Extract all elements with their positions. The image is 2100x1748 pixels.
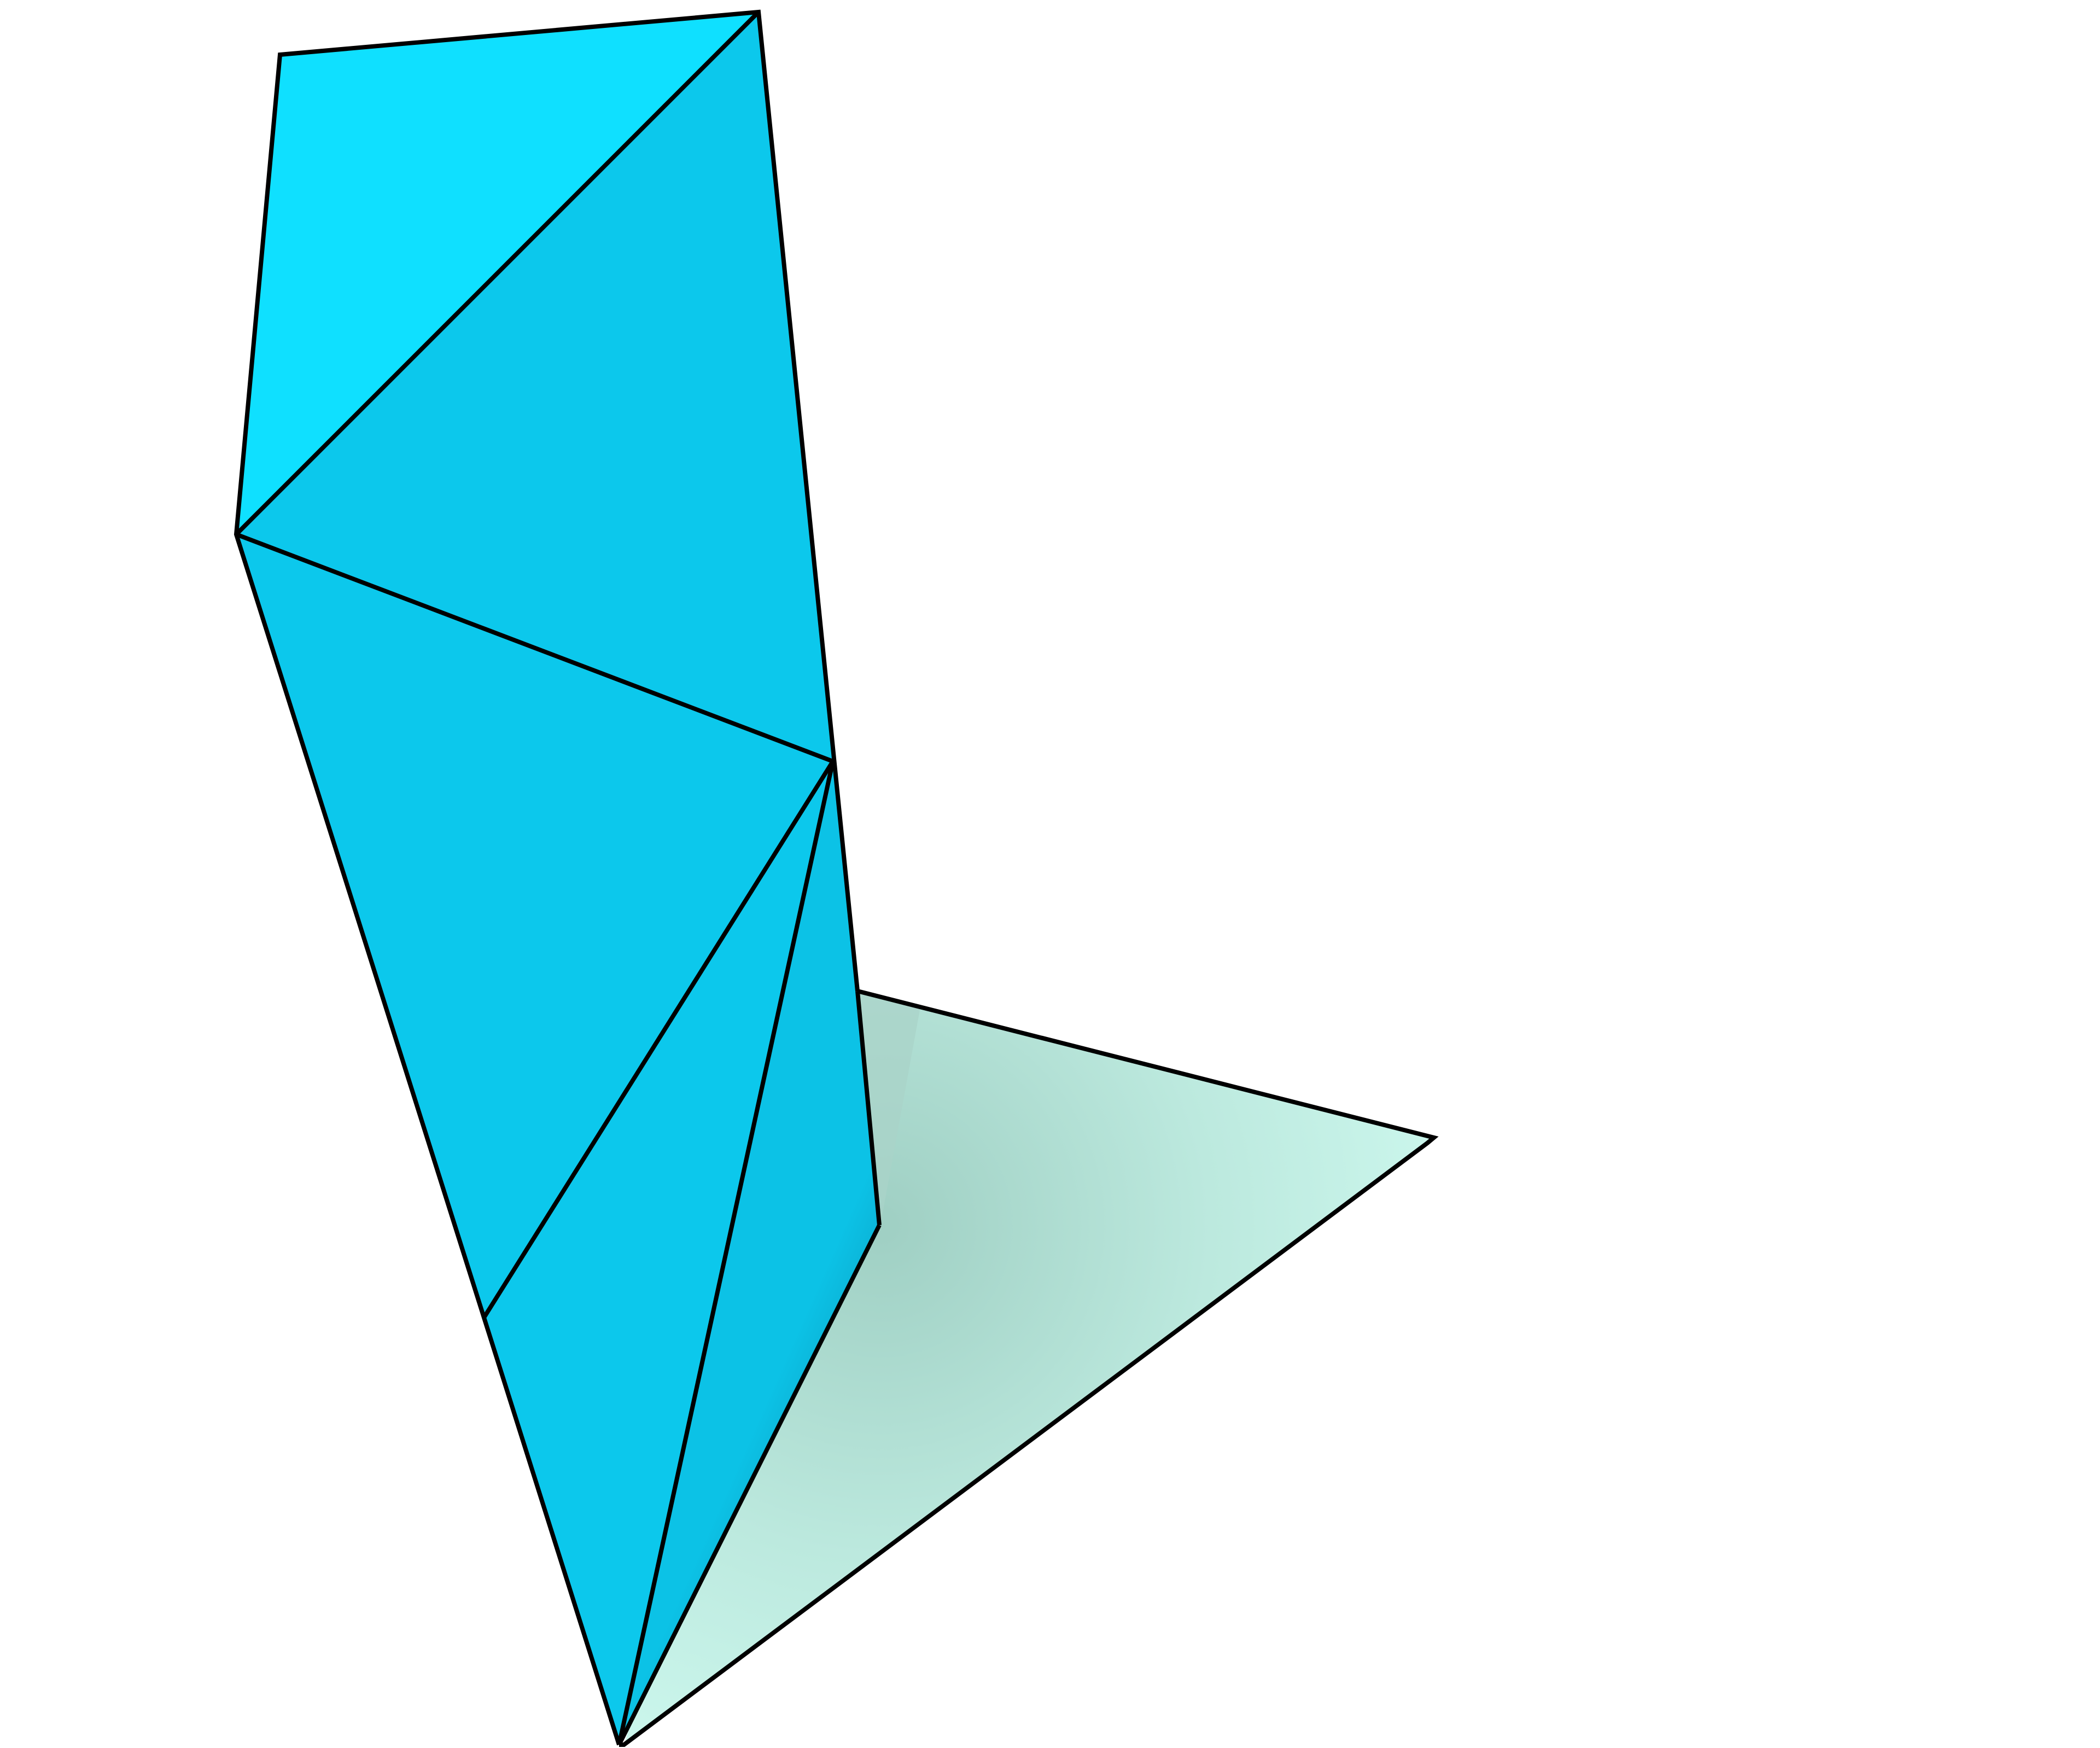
lower-right-triangle [619, 761, 879, 1745]
outline-left [234, 9, 860, 1746]
edge-lower-diagonal [482, 760, 835, 1319]
edges [234, 9, 1439, 1747]
edge-crease-to-tip [617, 1224, 882, 1746]
mint-shadow-wedge [858, 991, 920, 1225]
upper-triangle [236, 12, 833, 761]
lower-left-triangle [484, 761, 833, 1745]
outline-mint [619, 989, 1439, 1747]
middle-triangle [236, 534, 833, 1318]
edge-crease [855, 990, 882, 1226]
edge-middle-diagonal [235, 532, 834, 764]
edge-long-diagonal [617, 761, 835, 1745]
edge-top-diagonal [235, 10, 760, 536]
